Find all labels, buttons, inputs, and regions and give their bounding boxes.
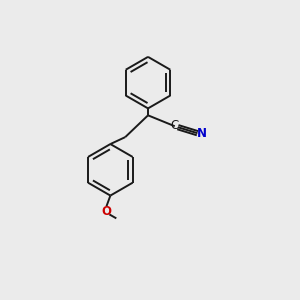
Text: N: N <box>196 127 206 140</box>
Text: C: C <box>171 119 179 132</box>
Text: O: O <box>101 205 111 218</box>
